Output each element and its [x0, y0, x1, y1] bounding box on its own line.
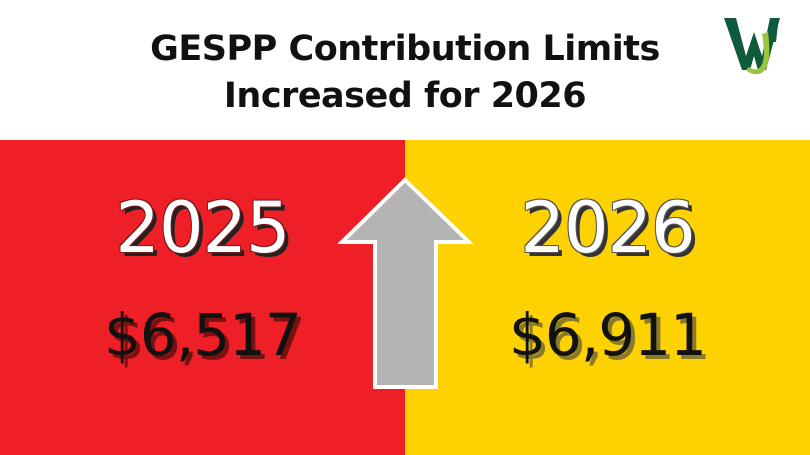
wj-monogram-icon — [724, 18, 780, 75]
title-line-1: GESPP Contribution Limits — [150, 29, 660, 69]
year-2026-panel: 2026 $6,911 — [405, 140, 810, 455]
amount-2026: $6,911 — [509, 301, 707, 369]
page-title: GESPP Contribution Limits Increased for … — [0, 26, 810, 120]
header: GESPP Contribution Limits Increased for … — [0, 0, 810, 140]
amount-2025: $6,517 — [104, 301, 302, 369]
year-label-2025: 2025 — [115, 187, 290, 269]
up-arrow-icon — [338, 177, 473, 389]
year-label-2026: 2026 — [520, 187, 695, 269]
title-line-2: Increased for 2026 — [223, 76, 587, 116]
year-2025-panel: 2025 $6,517 — [0, 140, 405, 455]
